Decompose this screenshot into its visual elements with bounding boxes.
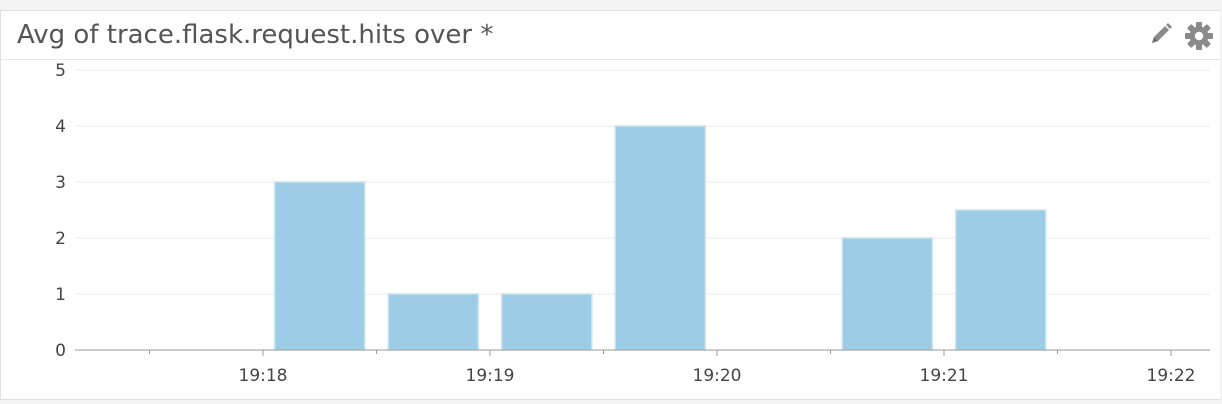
y-tick-label: 2	[55, 229, 66, 249]
timeseries-widget: Avg of trace.flask.request.hits over *	[0, 10, 1220, 400]
widget-title: Avg of trace.flask.request.hits over *	[17, 20, 494, 50]
y-tick-label: 4	[55, 117, 66, 137]
y-tick-label: 1	[55, 285, 66, 305]
gear-icon[interactable]	[1184, 21, 1213, 50]
y-tick-label: 0	[55, 341, 66, 361]
x-tick-label: 19:20	[693, 366, 742, 386]
bar	[387, 293, 479, 351]
bar	[841, 237, 933, 351]
bar	[614, 125, 706, 351]
x-tick-label: 19:21	[920, 366, 969, 386]
x-tick-label: 19:18	[239, 366, 288, 386]
header-icons	[1146, 19, 1213, 51]
bar	[274, 181, 366, 351]
bar	[955, 209, 1047, 351]
widget-header: Avg of trace.flask.request.hits over *	[1, 11, 1220, 60]
x-tick-label: 19:22	[1147, 366, 1196, 386]
y-tick-label: 3	[55, 173, 66, 193]
y-tick-label: 5	[55, 61, 66, 81]
bar	[501, 293, 593, 351]
x-tick-label: 19:19	[466, 366, 515, 386]
pencil-icon[interactable]	[1146, 21, 1174, 49]
